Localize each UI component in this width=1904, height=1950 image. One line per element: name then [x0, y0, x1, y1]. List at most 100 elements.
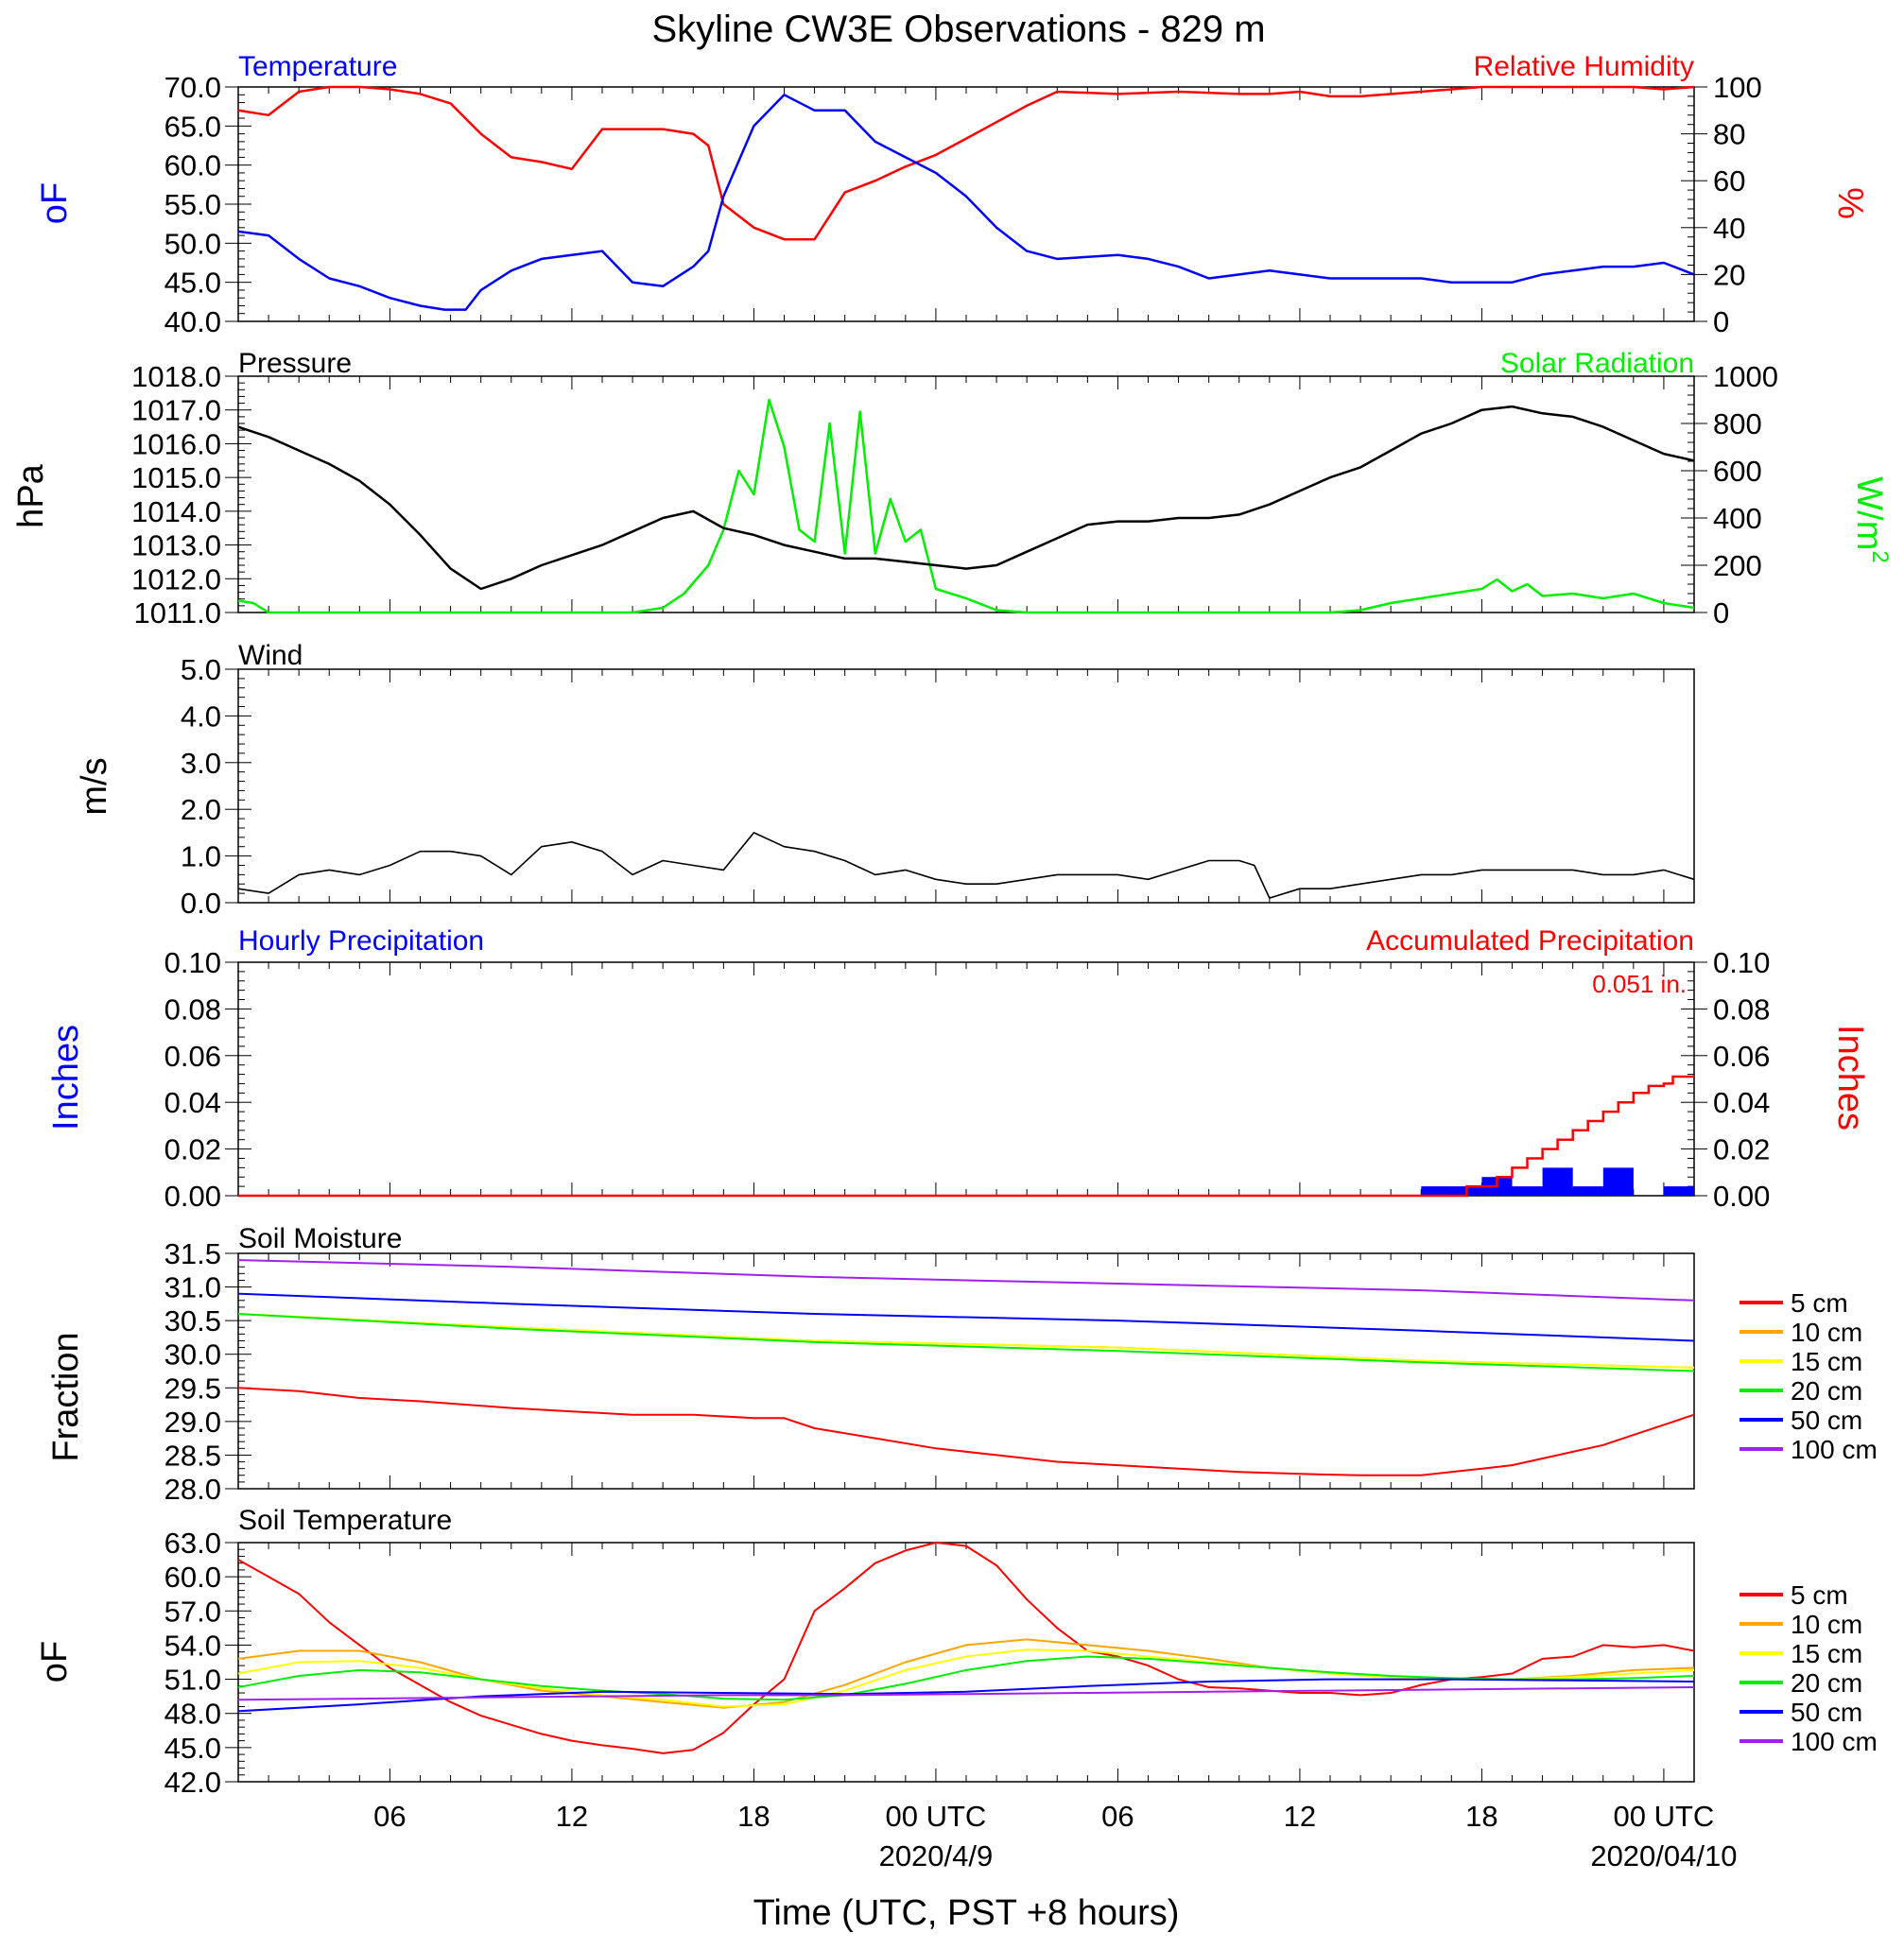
legend-label: 100 cm [1791, 1435, 1878, 1464]
solar-unit-sup: 2 [1867, 550, 1893, 562]
plot-area-temp-rh: 70.0 65.0 60.0 55.0 50.0 45.0 40.0 100 80 60 40 20 0 [164, 71, 1762, 338]
precip-bar [1663, 1186, 1694, 1196]
y-tick-label-right: 600 [1713, 455, 1762, 488]
y-tick-label-left: 30.0 [164, 1338, 221, 1372]
y-tick-label-right: 0 [1713, 596, 1729, 630]
soil-moisture-unit: Fraction [46, 1332, 86, 1461]
x-axis-title: Time (UTC, PST +8 hours) [753, 1893, 1180, 1933]
series-line-soil-20cm [237, 1313, 1695, 1372]
x-tick-label: 12 [1284, 1800, 1316, 1833]
panel-precip: Hourly Precipitation Accumulated Precipi… [46, 925, 1870, 1213]
series-line-accumulated-precipitation [238, 1075, 1694, 1198]
y-tick-label-right: 20 [1713, 258, 1745, 291]
temperature-unit: oF [35, 182, 75, 224]
y-tick-label-right: 200 [1713, 549, 1762, 582]
legend-label: 15 cm [1791, 1639, 1862, 1668]
y-tick-label-left: 0.02 [164, 1133, 221, 1166]
plot-frame-3 [237, 668, 1695, 904]
y-tick-label-left: 31.0 [164, 1271, 221, 1304]
y-tick-label-left: 2.0 [181, 793, 221, 826]
hourly-precip-title: Hourly Precipitation [238, 925, 484, 957]
y-tick-label-left: 1.0 [181, 840, 221, 873]
panel-wind: Wind m/s 5.0 4.0 3.0 2.0 1.0 0.0 [75, 640, 1695, 920]
y-tick-label-left: 1016.0 [131, 427, 221, 460]
legend-label: 50 cm [1791, 1406, 1862, 1435]
y-tick-label-left: 50.0 [164, 227, 221, 260]
soil-temp-title: Soil Temperature [238, 1505, 452, 1536]
y-tick-label-left: 0.0 [181, 887, 221, 920]
x-tick-label: 12 [556, 1800, 588, 1833]
legend-label: 10 cm [1791, 1610, 1862, 1639]
y-tick-label-left: 0.04 [164, 1086, 221, 1119]
y-tick-label-right: 0.06 [1713, 1040, 1770, 1073]
legend-label: 15 cm [1791, 1347, 1862, 1376]
solar-title: Solar Radiation [1500, 348, 1694, 379]
precip-bar [1542, 1167, 1573, 1196]
plot-area-wind: 5.0 4.0 3.0 2.0 1.0 0.0 [181, 653, 1695, 920]
y-tick-label-left: 4.0 [181, 699, 221, 733]
precip-bar [1512, 1186, 1543, 1196]
x-tick-label: 18 [1465, 1800, 1497, 1833]
precip-bar [1421, 1186, 1452, 1196]
plot-area-soil-temp: 63.060.057.054.051.048.045.042.0 [164, 1527, 1695, 1799]
y-tick-label-left: 1018.0 [131, 360, 221, 393]
y-tick-label-right: 800 [1713, 407, 1762, 440]
precip-bar [1572, 1186, 1603, 1196]
y-tick-label-left: 40.0 [164, 305, 221, 338]
legend-label: 10 cm [1791, 1318, 1862, 1347]
y-tick-label-left: 60.0 [164, 149, 221, 182]
y-tick-label-left: 1015.0 [131, 461, 221, 494]
legend-label: 100 cm [1791, 1727, 1878, 1756]
y-tick-label-left: 51.0 [164, 1664, 221, 1697]
y-tick-label-left: 48.0 [164, 1698, 221, 1731]
panel-soil-moisture: Soil Moisture Fraction 31.531.030.530.02… [46, 1223, 1878, 1506]
legend-label: 20 cm [1791, 1376, 1862, 1406]
y-tick-label-left: 60.0 [164, 1561, 221, 1594]
series-line-soil-50cm [237, 1292, 1695, 1342]
y-tick-label-right: 1000 [1713, 360, 1778, 393]
precip-right-unit: Inches [1830, 1025, 1870, 1130]
series-line-soil-100cm [237, 1686, 1695, 1701]
plot-frame-1 [237, 86, 1695, 322]
precip-total-label: 0.051 in. [1592, 970, 1687, 998]
x-tick-label: 00 UTC [1614, 1800, 1715, 1833]
y-tick-label-right: 60 [1713, 164, 1745, 198]
precip-left-unit: Inches [46, 1025, 86, 1130]
legend-label: 5 cm [1791, 1288, 1848, 1318]
legend-label: 50 cm [1791, 1698, 1862, 1727]
legend-label: 5 cm [1791, 1580, 1848, 1610]
y-tick-label-left: 55.0 [164, 188, 221, 221]
series-line-relative-humidity [237, 85, 1695, 241]
y-tick-label-left: 1012.0 [131, 562, 221, 595]
wind-title: Wind [238, 640, 303, 671]
y-tick-label-left: 29.0 [164, 1406, 221, 1439]
series-line-soil-100cm [237, 1259, 1695, 1302]
wind-unit: m/s [75, 757, 114, 815]
y-tick-label-left: 31.5 [164, 1237, 221, 1270]
pressure-title: Pressure [238, 348, 352, 379]
y-tick-label-right: 100 [1713, 71, 1762, 104]
precip-bar [1602, 1167, 1634, 1196]
x-tick-label: 06 [373, 1800, 406, 1833]
series-line-soil-5cm [237, 1387, 1695, 1476]
legend-label: 20 cm [1791, 1668, 1862, 1698]
series-line-soil-10cm [237, 1313, 1695, 1369]
y-tick-label-left: 42.0 [164, 1766, 221, 1799]
x-axis-labels: 06 12 18 00 UTC 06 12 18 00 UTC 2020/4/9 2020/04/… [373, 1800, 1737, 1872]
y-tick-label-left: 0.08 [164, 992, 221, 1026]
y-tick-label-left: 5.0 [181, 653, 221, 686]
soil-temp-unit: oF [35, 1641, 75, 1683]
series-line-solar-radiation [237, 398, 1695, 614]
rh-title: Relative Humidity [1474, 51, 1694, 82]
y-tick-label-right: 0.02 [1713, 1133, 1770, 1166]
y-tick-label-right: 80 [1713, 118, 1745, 151]
y-tick-label-left: 63.0 [164, 1527, 221, 1560]
y-tick-label-left: 0.10 [164, 946, 221, 979]
y-tick-label-right: 400 [1713, 502, 1762, 535]
y-tick-label-left: 45.0 [164, 267, 221, 300]
panel-pressure-solar: Pressure Solar Radiation hPa W/m2 1018.0… [11, 348, 1893, 630]
y-tick-label-left: 0.00 [164, 1180, 221, 1213]
